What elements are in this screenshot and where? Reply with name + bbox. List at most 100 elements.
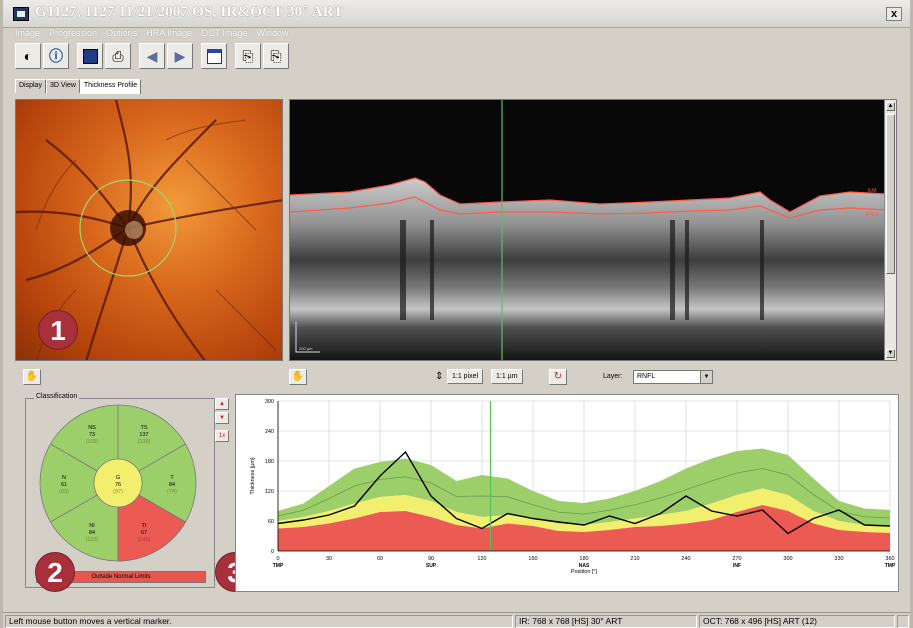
fundus-vessels xyxy=(16,100,282,360)
contrast-button[interactable]: ◐ xyxy=(15,43,41,69)
menu-options[interactable]: Options xyxy=(106,28,138,38)
tab-display[interactable]: Display xyxy=(15,79,46,93)
sector-ns-label: NS xyxy=(88,425,96,431)
menu-image[interactable]: Image xyxy=(15,28,41,38)
status-ir-info: IR: 768 x 768 [HS] 30° ART xyxy=(515,615,697,628)
classification-panel: Classification NS 73 (109) TS 137 (138) … xyxy=(25,393,215,588)
oct-scrollbar[interactable]: ▲ ▼ xyxy=(884,100,896,360)
image-controls: ✋ ✋ ⇕ 1:1 pixel 1:1 µm ↻ Layer: RNFL ▼ xyxy=(15,366,905,388)
sector-ts-ref: (138) xyxy=(138,439,151,445)
oct-hand-button[interactable]: ✋ xyxy=(289,369,307,385)
title-bar[interactable]: G1127, 1127 11/21/2007 OS, IR&OCT 30° AR… xyxy=(3,0,910,28)
graph-side-buttons: ▲ ▼ 1x xyxy=(215,398,229,444)
band-within-normal xyxy=(278,448,890,526)
y-tick-label: 180 xyxy=(265,459,274,465)
scale-up-button[interactable]: ▲ xyxy=(215,398,229,410)
hand-icon: ✋ xyxy=(25,371,39,382)
tab-bar: Display 3D View Thickness Profile xyxy=(15,79,142,94)
sector-t-value: 84 xyxy=(169,482,175,488)
sector-g[interactable] xyxy=(93,458,143,508)
reset-scale-button[interactable]: 1x xyxy=(215,430,229,442)
x-tick-label: 210 xyxy=(630,556,639,562)
print-icon: ⎙ xyxy=(112,47,124,64)
rotate-button[interactable]: ↻ xyxy=(549,369,567,385)
export-button[interactable]: ⎘ xyxy=(235,43,261,69)
print-button[interactable]: ⎙ xyxy=(105,43,131,69)
info-button[interactable]: ⓘ xyxy=(43,43,69,69)
sector-t-ref: (74) xyxy=(167,489,177,495)
pixel-ratio-button[interactable]: 1:1 pixel xyxy=(447,369,484,384)
x-tick-label: 180 xyxy=(579,556,588,562)
tab-thickness-profile[interactable]: Thickness Profile xyxy=(79,79,142,94)
sector-ni-value: 84 xyxy=(89,530,95,536)
sector-ts-value: 137 xyxy=(139,432,148,438)
x-tick-label: 300 xyxy=(783,556,792,562)
oct-scan[interactable]: ILM RNFL 200 µm ▲ ▼ xyxy=(289,99,897,361)
fundus-tool-button[interactable]: ✋ xyxy=(23,369,41,385)
forward-button[interactable]: ▶ xyxy=(167,43,193,69)
report-button[interactable] xyxy=(201,43,227,69)
thickness-chart: 0 60 120 180 240 300 0 30 60 90 120 150 180 210 240 270… xyxy=(250,399,896,575)
x-tick-label: 120 xyxy=(477,556,486,562)
layer-value: RNFL xyxy=(637,373,656,380)
back-button[interactable]: ◀ xyxy=(139,43,165,69)
resize-grip[interactable] xyxy=(897,615,909,628)
tab-3d-view[interactable]: 3D View xyxy=(45,79,80,93)
contrast-icon: ◐ xyxy=(23,48,33,64)
chevron-down-icon: ▼ xyxy=(700,371,712,383)
x-tick-label: 60 xyxy=(377,556,383,562)
sector-g-value: 76 xyxy=(115,482,121,488)
menu-progression[interactable]: Progression xyxy=(49,28,98,38)
arrow-left-icon: ◀ xyxy=(146,47,158,64)
menu-bar: Image Progression Options HRA Image OCT … xyxy=(15,28,288,40)
y-tick-label: 120 xyxy=(265,489,274,495)
sector-ti[interactable] xyxy=(117,482,187,562)
x-tick-label: 360 xyxy=(885,556,894,562)
x-tick-label: 150 xyxy=(528,556,537,562)
close-button[interactable]: x xyxy=(886,7,902,21)
sector-ni-ref: (123) xyxy=(86,537,99,543)
menu-oct-image[interactable]: OCT Image xyxy=(201,28,248,38)
status-oct-info: OCT: 768 x 496 [HS] ART (12) xyxy=(699,615,895,628)
scroll-down-button[interactable]: ▼ xyxy=(886,349,895,358)
layer-label: Layer: xyxy=(603,373,623,380)
x-region-label: SUP xyxy=(426,563,437,569)
menu-hra-image[interactable]: HRA Image xyxy=(146,28,193,38)
layer-select[interactable]: RNFL ▼ xyxy=(633,370,713,384)
sector-g-label: G xyxy=(116,475,120,481)
band-borderline xyxy=(278,488,890,533)
toolbar: ◐ ⓘ ⎙ ◀ ▶ ⎘ ⎘ xyxy=(15,43,289,73)
scroll-thumb[interactable] xyxy=(886,114,895,274)
save-button[interactable] xyxy=(77,43,103,69)
sector-ni-label: NI xyxy=(89,523,95,529)
scale-icon: ⇕ xyxy=(435,371,444,382)
badge-2: 2 xyxy=(35,552,75,592)
x-tick-label: 240 xyxy=(681,556,690,562)
fundus-image[interactable]: 1 xyxy=(15,99,283,361)
export-all-icon: ⎘ xyxy=(270,47,282,64)
classification-pie: NS 73 (109) TS 137 (138) N 61 (83) G 76 … xyxy=(39,404,197,562)
scroll-up-button[interactable]: ▲ xyxy=(886,102,895,111)
x-tick-label: 270 xyxy=(732,556,741,562)
x-tick-label: 0 xyxy=(276,556,279,562)
sector-ns-ref: (109) xyxy=(86,439,99,445)
menu-window[interactable]: Window xyxy=(256,28,289,38)
scale-down-button[interactable]: ▼ xyxy=(215,412,229,424)
x-region-label: TMP xyxy=(273,563,284,569)
rnfl-label: RNFL xyxy=(866,212,879,218)
export-icon: ⎘ xyxy=(242,47,254,64)
y-tick-label: 60 xyxy=(268,519,274,525)
thickness-chart-panel: 0 60 120 180 240 300 0 30 60 90 120 150 180 210 240 270… xyxy=(235,394,899,592)
export-all-button[interactable]: ⎘ xyxy=(263,43,289,69)
save-icon xyxy=(82,48,98,64)
report-icon xyxy=(206,48,222,64)
patient-thickness-line xyxy=(277,450,891,535)
x-axis-label: Position [°] xyxy=(571,569,598,575)
sector-ts-label: TS xyxy=(140,425,147,431)
hand-icon: ✋ xyxy=(291,371,305,382)
sector-ti-value: 67 xyxy=(141,530,147,536)
badge-1: 1 xyxy=(38,310,78,350)
scale-bar-label: 200 µm xyxy=(299,346,313,351)
micron-ratio-button[interactable]: 1:1 µm xyxy=(491,369,523,384)
